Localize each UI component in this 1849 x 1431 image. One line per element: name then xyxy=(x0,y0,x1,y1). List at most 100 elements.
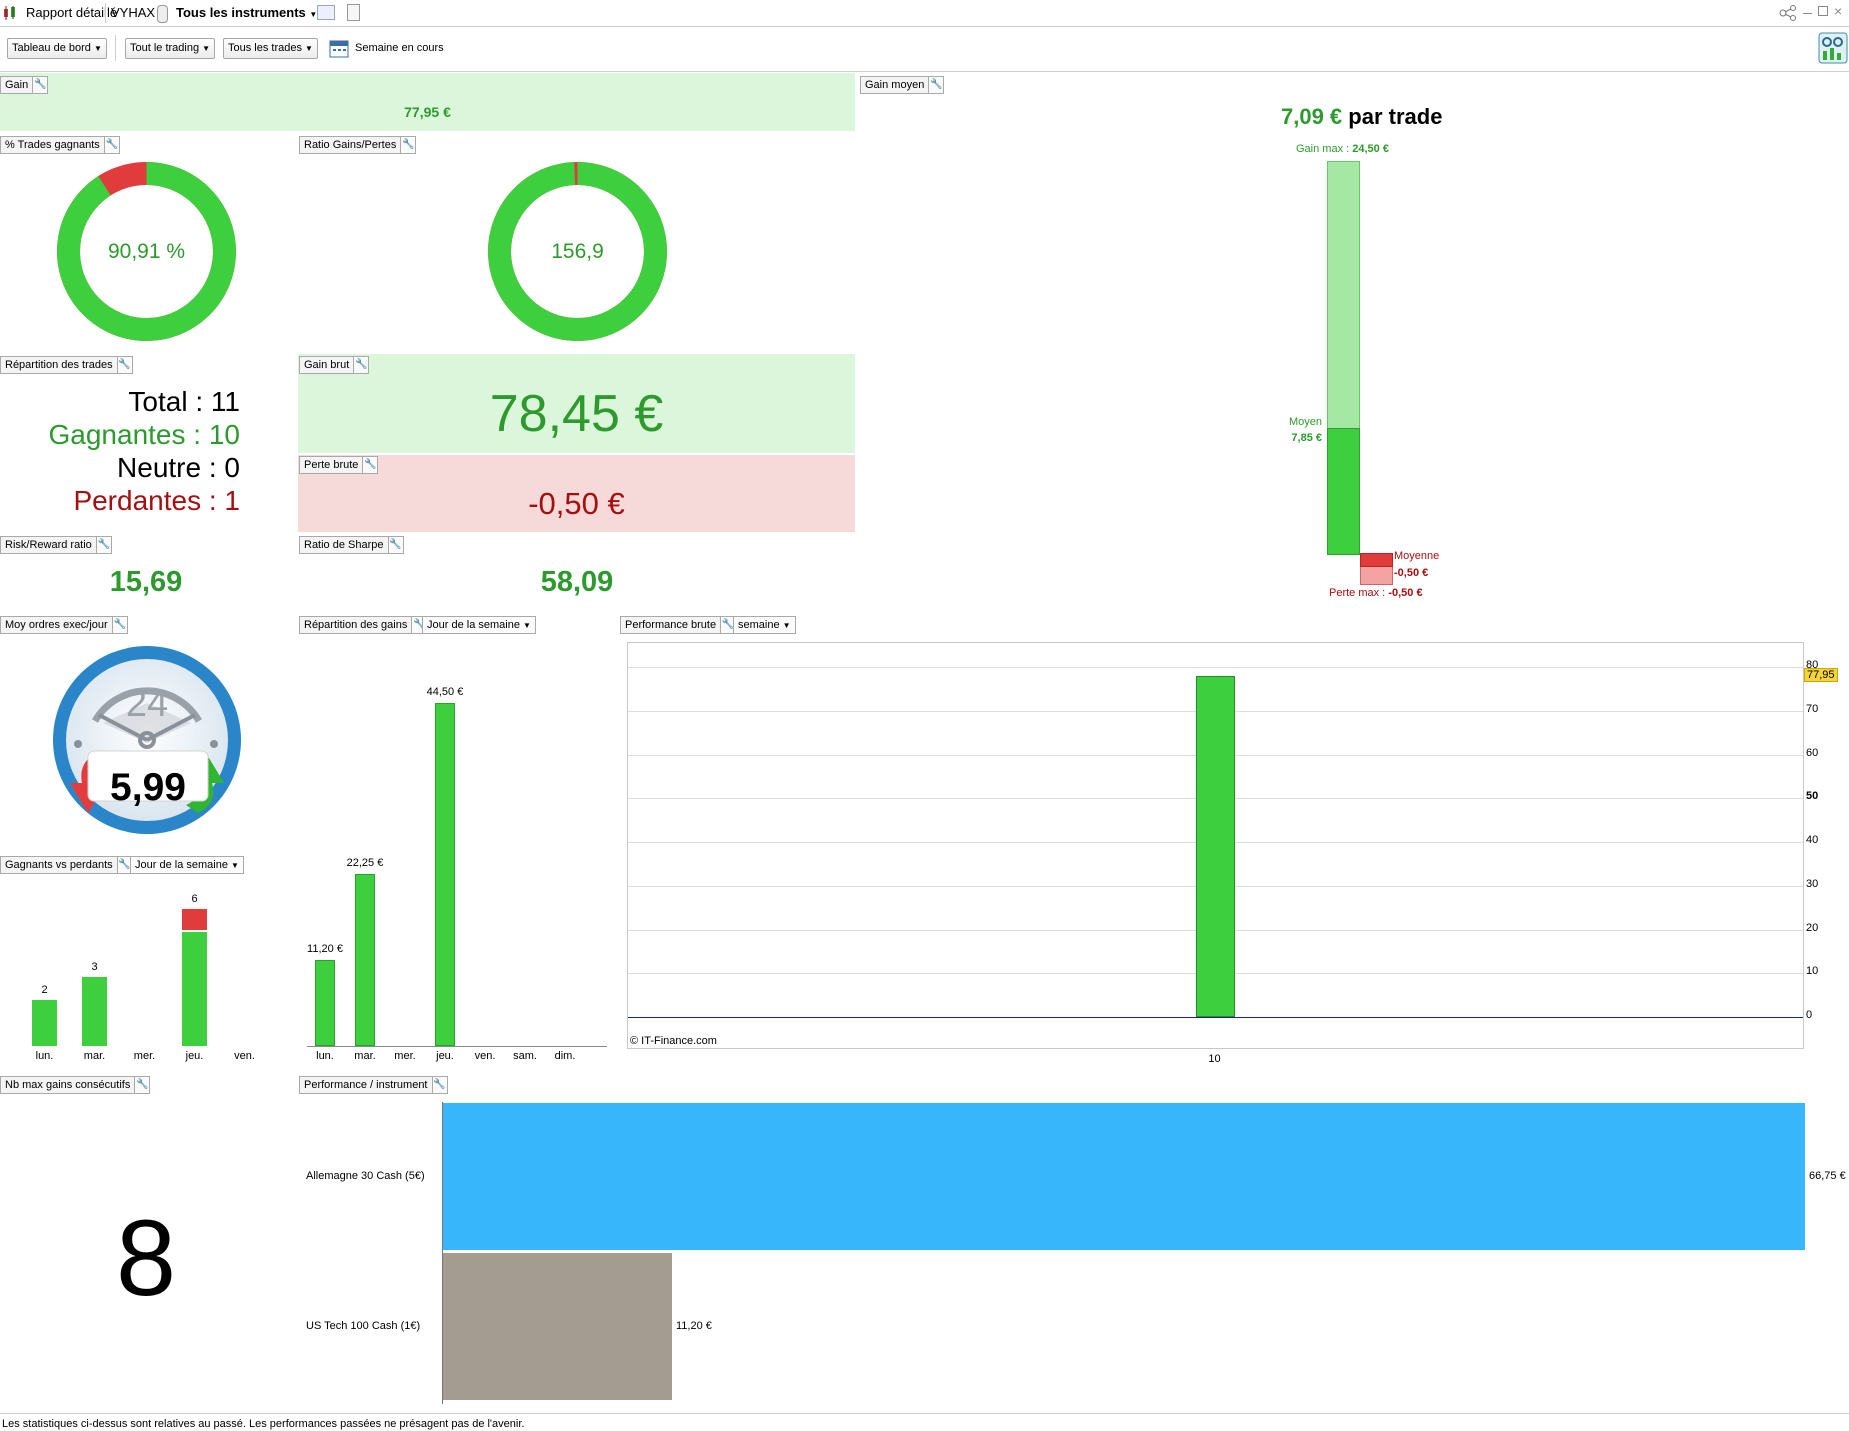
panel-title: Gagnants vs perdants xyxy=(5,859,113,871)
wrench-icon[interactable]: 🔧 xyxy=(116,357,132,373)
wrench-icon[interactable]: 🔧 xyxy=(134,1077,150,1093)
panel-title: Nb max gains consécutifs xyxy=(5,1079,131,1091)
gain-max-label: Gain max : 24,50 € xyxy=(1296,143,1389,155)
gagnantes-row: Gagnantes : 10 xyxy=(48,419,241,450)
gain-moyen-tab[interactable]: Gain moyen 🔧 xyxy=(860,76,945,94)
y-tick-label: 10 xyxy=(1806,965,1819,977)
instrument-label: Allemagne 30 Cash (5€) xyxy=(306,1170,425,1182)
ratio-gains-pertes-value: 156,9 xyxy=(551,240,604,263)
trading-dropdown[interactable]: Tout le trading ▼ xyxy=(125,38,216,59)
wrench-icon[interactable]: 🔧 xyxy=(387,537,403,553)
bar-total-label: 3 xyxy=(91,961,98,973)
panel-title: Répartition des gains xyxy=(304,619,408,631)
report-toolbar: Tableau de bord ▼ Tout le trading ▼ Tous… xyxy=(0,27,1849,72)
nb-max-gains-value: 8 xyxy=(115,1197,177,1318)
panel-title: Performance brute xyxy=(625,619,717,631)
panel-title: Moy ordres exec/jour xyxy=(5,619,108,631)
gain-panel-tab[interactable]: Gain 🔧 xyxy=(0,76,49,94)
gain-moyen-value: 7,09 € xyxy=(1281,104,1343,129)
x-tick-label: mar. xyxy=(354,1050,376,1062)
gauge-number: 24 xyxy=(125,683,169,725)
wrench-icon[interactable]: 🔧 xyxy=(111,617,127,633)
dashboard-app-icon[interactable] xyxy=(1818,32,1848,64)
gagnants-perdants-chart: 2 lun. 3 mar. mer. 6 jeu. ven. xyxy=(20,880,260,1070)
ratio-gains-pertes-tab[interactable]: Ratio Gains/Pertes 🔧 xyxy=(299,136,417,154)
trades-gagnants-tab[interactable]: % Trades gagnants 🔧 xyxy=(0,136,120,154)
perte-brute-panel xyxy=(298,455,855,532)
wrench-icon[interactable]: 🔧 xyxy=(116,857,132,873)
gain-moyen-suffix: par trade xyxy=(1348,104,1443,129)
share-icon[interactable] xyxy=(1779,5,1797,21)
period-button[interactable]: Semaine en cours xyxy=(355,42,444,54)
neutre-row: Neutre : 0 xyxy=(117,452,240,483)
wrench-icon[interactable]: 🔧 xyxy=(400,137,416,153)
trades-gagnants-donut xyxy=(57,162,236,341)
copyright-label: © IT-Finance.com xyxy=(630,1035,717,1047)
wrench-icon[interactable]: 🔧 xyxy=(353,357,369,373)
wrench-icon[interactable]: 🔧 xyxy=(32,77,48,93)
performance-instrument-chart: Allemagne 30 Cash (5€) 66,75 € US Tech 100… xyxy=(300,1102,1849,1404)
panel-title: Perte brute xyxy=(304,459,359,471)
bar-value-label: 11,20 € xyxy=(307,943,343,955)
dashboard-dropdown[interactable]: Tableau de bord ▼ xyxy=(7,38,107,59)
x-tick-label: mer. xyxy=(133,1050,156,1062)
y-tick-label: 50 xyxy=(1806,790,1819,802)
instrument-bar xyxy=(443,1253,672,1400)
instrument-label: US Tech 100 Cash (1€) xyxy=(306,1320,421,1332)
performance-brute-tab[interactable]: Performance brute 🔧 xyxy=(620,616,737,634)
x-tick-label: sam. xyxy=(513,1050,537,1062)
panel-title: Gain xyxy=(5,79,29,91)
close-icon[interactable]: × xyxy=(1834,3,1843,19)
x-tick-label: jeu. xyxy=(436,1050,454,1062)
screenshot-icon[interactable] xyxy=(317,5,335,20)
gauge-hand-left xyxy=(98,713,148,742)
y-tick-label: 20 xyxy=(1806,922,1819,934)
trades-gagnants-value: 90,91 % xyxy=(107,240,186,263)
minimize-icon[interactable] xyxy=(1803,13,1812,14)
performance-brute-plot: © IT-Finance.com xyxy=(627,642,1804,1049)
bar-value-label: 44,50 € xyxy=(426,686,464,698)
moy-ordres-tab[interactable]: Moy ordres exec/jour 🔧 xyxy=(0,616,128,634)
sharpe-tab[interactable]: Ratio de Sharpe 🔧 xyxy=(299,536,404,554)
wrench-icon[interactable]: 🔧 xyxy=(928,77,944,93)
account-label: VYHAX xyxy=(111,5,156,20)
x-tick-label: lun. xyxy=(316,1050,334,1062)
repartition-gains-tab[interactable]: Répartition des gains 🔧 xyxy=(299,616,428,634)
performance-brute-period-dropdown[interactable]: semaine ▼ xyxy=(733,616,796,634)
moy-ordres-value: 5,99 xyxy=(110,766,186,809)
orders-gauge xyxy=(53,646,241,834)
gagnants-perdants-period-dropdown[interactable]: Jour de la semaine ▼ xyxy=(130,856,244,874)
loss-average-bar xyxy=(1360,553,1393,567)
chart-baseline xyxy=(307,1046,607,1047)
performance-instrument-tab[interactable]: Performance / instrument 🔧 xyxy=(299,1076,448,1094)
nb-max-gains-tab[interactable]: Nb max gains consécutifs 🔧 xyxy=(0,1076,151,1094)
maximize-icon[interactable] xyxy=(1818,6,1828,16)
y-tick-label: 0 xyxy=(1806,1009,1813,1021)
wrench-icon[interactable]: 🔧 xyxy=(431,1077,447,1093)
wrench-icon[interactable]: 🔧 xyxy=(103,137,119,153)
panel-title: Répartition des trades xyxy=(5,359,113,371)
x-tick-label: dim. xyxy=(554,1050,576,1062)
wrench-icon[interactable]: 🔧 xyxy=(720,617,736,633)
document-icon[interactable] xyxy=(347,4,360,21)
repartition-gains-period-dropdown[interactable]: Jour de la semaine ▼ xyxy=(422,616,536,634)
repartition-trades-list: Total : 11 Gagnantes : 10 Neutre : 0 Per… xyxy=(0,385,241,517)
y-tick-label: 30 xyxy=(1806,878,1819,890)
gain-brut-tab[interactable]: Gain brut 🔧 xyxy=(299,356,370,374)
last-value-badge: 77,95 xyxy=(1804,668,1838,682)
divider xyxy=(115,35,116,61)
instrument-selector[interactable]: Tous les instruments ▼ xyxy=(176,5,318,20)
donut-gain-segment xyxy=(488,162,667,341)
disclaimer-text: Les statistiques ci-dessus sont relative… xyxy=(2,1418,525,1430)
link-icon[interactable] xyxy=(157,5,168,23)
gagnants-perdants-tab[interactable]: Gagnants vs perdants 🔧 xyxy=(0,856,133,874)
trades-dropdown[interactable]: Tous les trades ▼ xyxy=(223,38,318,59)
wrench-icon[interactable]: 🔧 xyxy=(95,537,111,553)
perte-brute-value: -0,50 € xyxy=(528,486,625,521)
risk-reward-tab[interactable]: Risk/Reward ratio 🔧 xyxy=(0,536,112,554)
repartition-trades-tab[interactable]: Répartition des trades 🔧 xyxy=(0,356,133,374)
wrench-icon[interactable]: 🔧 xyxy=(362,457,378,473)
calendar-icon[interactable] xyxy=(329,38,349,58)
perte-brute-tab[interactable]: Perte brute 🔧 xyxy=(299,456,379,474)
x-tick-label: ven. xyxy=(474,1050,496,1062)
